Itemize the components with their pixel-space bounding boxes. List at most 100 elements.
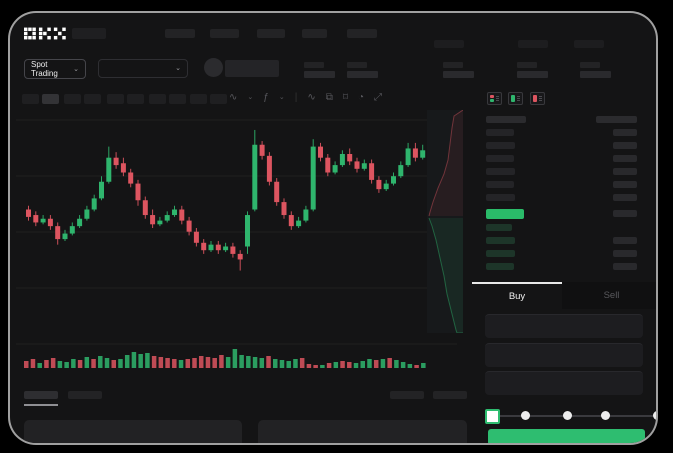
- volume-bar: [84, 357, 90, 368]
- slider-stop[interactable]: [520, 411, 530, 420]
- volume-bar: [266, 356, 271, 368]
- nav-item-skeleton[interactable]: [210, 29, 239, 38]
- interval-pill[interactable]: [190, 94, 207, 104]
- ask-price-skeleton[interactable]: [486, 142, 515, 149]
- orders-tab-skeleton[interactable]: [68, 391, 102, 399]
- nav-item-skeleton[interactable]: [257, 29, 285, 38]
- okx-logo[interactable]: [24, 27, 66, 40]
- volume-bar: [192, 358, 197, 368]
- ask-size-skeleton: [613, 142, 637, 149]
- line-chart-icon[interactable]: ∿: [307, 92, 316, 103]
- orders-action-skeleton[interactable]: [433, 391, 467, 399]
- ask-price-skeleton[interactable]: [486, 194, 515, 201]
- orderbook-asks-icon[interactable]: [530, 92, 545, 105]
- volume-bar: [394, 360, 399, 368]
- interval-pill[interactable]: [169, 94, 186, 104]
- fullscreen-icon[interactable]: ⤢: [374, 92, 383, 103]
- icon-lines: [496, 95, 499, 102]
- interval-pill[interactable]: [149, 94, 166, 104]
- ask-price-skeleton[interactable]: [486, 129, 514, 136]
- slider-stop[interactable]: [562, 411, 572, 420]
- market-type-dropdown[interactable]: Spot Trading ⌄: [24, 59, 86, 79]
- candle-style-icon[interactable]: ∿: [229, 92, 238, 103]
- interval-pill[interactable]: [22, 94, 39, 104]
- tab-sell[interactable]: Sell: [562, 282, 656, 309]
- bid-price-skeleton[interactable]: [486, 224, 512, 231]
- orders-tab-skeleton[interactable]: [24, 391, 58, 399]
- orders-action-skeleton[interactable]: [390, 391, 424, 399]
- trade-input-skeleton[interactable]: [485, 343, 643, 367]
- bid-price-skeleton[interactable]: [486, 263, 514, 270]
- slider-stop[interactable]: [652, 411, 656, 420]
- volume-bar: [239, 355, 244, 368]
- amount-slider-track[interactable]: [492, 415, 656, 417]
- candle-body: [237, 253, 243, 260]
- volume-bar: [158, 357, 164, 368]
- icon-lines: [517, 95, 520, 102]
- candle-body: [55, 226, 61, 240]
- candlestick-volume-plot: [16, 119, 457, 368]
- volume-bar: [252, 357, 258, 368]
- bid-price-skeleton[interactable]: [486, 237, 515, 244]
- candle-body: [201, 242, 207, 251]
- stat-value-skeleton: [443, 71, 474, 78]
- nav-item-skeleton[interactable]: [165, 29, 195, 38]
- icon-stripe-column: [511, 95, 515, 102]
- chevron-down-icon[interactable]: ⌄: [247, 94, 254, 101]
- volume-bar: [320, 365, 325, 368]
- camera-icon[interactable]: ⌑: [342, 92, 348, 103]
- orderbook-bids-icon[interactable]: [508, 92, 523, 105]
- trade-input-skeleton[interactable]: [485, 314, 643, 338]
- interval-pill[interactable]: [127, 94, 144, 104]
- bid-price-skeleton[interactable]: [486, 250, 515, 257]
- nav-right-item-skeleton[interactable]: [518, 40, 548, 48]
- submit-buy-button[interactable]: [488, 429, 645, 443]
- trade-input-skeleton[interactable]: [485, 371, 643, 395]
- candle-body: [259, 144, 265, 156]
- red-stripe: [533, 95, 537, 102]
- interval-pill[interactable]: [64, 94, 81, 104]
- slider-handle[interactable]: [484, 409, 500, 424]
- clock-icon[interactable]: ◔: [357, 92, 365, 103]
- bid-size-skeleton: [613, 263, 637, 270]
- price-chart[interactable]: [16, 107, 457, 375]
- nav-item-skeleton[interactable]: [302, 29, 327, 38]
- volume-bar: [44, 360, 49, 368]
- interval-pill[interactable]: [42, 94, 59, 104]
- volume-bar: [219, 355, 224, 368]
- candle-body: [128, 172, 134, 184]
- candle-body: [303, 209, 309, 221]
- volume-bar: [118, 359, 123, 368]
- last-price-bar[interactable]: [486, 209, 524, 219]
- candle-body: [383, 183, 389, 190]
- app-window: Spot Trading ⌄ ⌄ ∿ ⌄ ƒ ⌄ | ∿ ⧉ ⌑ ◔ ⤢ Buy Sell: [8, 11, 658, 445]
- stat-value-skeleton: [304, 71, 335, 78]
- pair-name-skeleton: [225, 60, 279, 77]
- interval-pill[interactable]: [84, 94, 101, 104]
- compare-icon[interactable]: ⧉: [325, 92, 333, 103]
- green-stripe: [490, 99, 494, 102]
- indicators-icon[interactable]: ƒ: [263, 92, 269, 103]
- candle-body: [62, 233, 68, 240]
- volume-bar: [185, 359, 191, 368]
- ask-price-skeleton[interactable]: [486, 181, 514, 188]
- nav-right-item-skeleton[interactable]: [434, 40, 464, 48]
- volume-bar: [414, 365, 419, 368]
- slider-stop[interactable]: [600, 411, 610, 420]
- volume-bar: [30, 359, 36, 368]
- depth-profile-plot: [428, 109, 464, 334]
- interval-pill[interactable]: [107, 94, 124, 104]
- chevron-down-icon[interactable]: ⌄: [278, 94, 285, 101]
- nav-right-item-skeleton[interactable]: [574, 40, 604, 48]
- ask-price-skeleton[interactable]: [486, 155, 514, 162]
- volume-bar: [333, 362, 339, 368]
- tab-buy[interactable]: Buy: [472, 282, 562, 309]
- interval-pill[interactable]: [210, 94, 227, 104]
- ask-price-skeleton[interactable]: [486, 168, 515, 175]
- pair-search-dropdown[interactable]: ⌄: [98, 59, 188, 78]
- volume-bar: [198, 356, 204, 368]
- volume-bar: [400, 362, 406, 368]
- nav-item-skeleton[interactable]: [347, 29, 377, 38]
- orderbook-default-icon[interactable]: [487, 92, 502, 105]
